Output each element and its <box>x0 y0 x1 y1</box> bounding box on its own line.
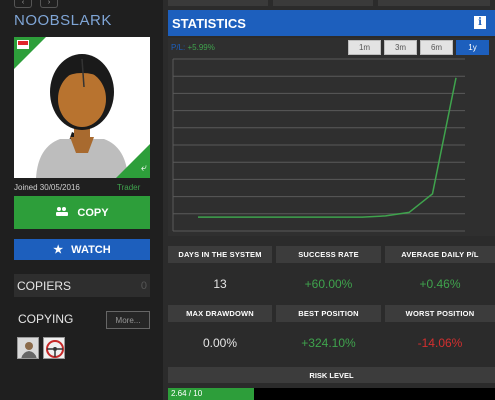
best-value: +324.10% <box>276 331 381 354</box>
risk-level-text: 2.64 / 10 <box>171 389 203 398</box>
next-trader-icon[interactable]: › <box>40 0 58 8</box>
info-icon[interactable]: i <box>474 16 486 29</box>
man-avatar-icon[interactable] <box>17 337 39 359</box>
watch-label: WATCH <box>71 243 111 256</box>
steering-wheel-icon[interactable] <box>43 337 65 359</box>
worst-header: WORST POSITION <box>385 305 495 322</box>
statistics-title: STATISTICS <box>172 15 246 31</box>
maxdd-value: 0.00% <box>168 331 272 354</box>
verified-corner <box>116 144 150 178</box>
top-tab-3[interactable] <box>378 0 490 6</box>
pl-indicator: P/L: +5.99% <box>171 43 215 52</box>
star-icon: ★ <box>53 244 64 256</box>
prev-trader-icon[interactable]: ‹ <box>14 0 32 8</box>
days-header: DAYS IN THE SYSTEM <box>168 246 272 263</box>
copy-label: COPY <box>77 206 109 219</box>
singapore-flag-icon <box>17 40 29 49</box>
range-6m[interactable]: 6m <box>420 40 453 55</box>
avg-value: +0.46% <box>385 272 495 295</box>
success-value: +60.00% <box>276 272 381 295</box>
pl-value: +5.99% <box>187 43 215 52</box>
worst-value: -14.06% <box>385 331 495 354</box>
best-header: BEST POSITION <box>276 305 381 322</box>
trader-username: NOOBSLARK <box>14 12 112 29</box>
trader-avatar: ⤶ <box>14 37 150 178</box>
range-1m[interactable]: 1m <box>348 40 381 55</box>
days-value: 13 <box>168 272 272 295</box>
copiers-label: COPIERS <box>17 278 72 293</box>
people-icon <box>55 206 69 219</box>
copy-button[interactable]: COPY <box>14 196 150 229</box>
copiers-count: 0 <box>140 279 147 292</box>
profile-nav: ‹ › <box>14 0 58 8</box>
maxdd-header: MAX DRAWDOWN <box>168 305 272 322</box>
handshake-icon: ⤶ <box>140 162 147 174</box>
pl-prefix: P/L: <box>171 43 186 52</box>
avg-header: AVERAGE DAILY P/L <box>385 246 495 263</box>
range-1y[interactable]: 1y <box>456 40 489 55</box>
trader-role: Trader <box>117 183 141 192</box>
pl-line-chart <box>172 58 465 232</box>
pl-series-line <box>198 77 457 218</box>
range-3m[interactable]: 3m <box>384 40 417 55</box>
risk-level-bar: 2.64 / 10 <box>168 388 495 400</box>
risk-level-fill <box>168 388 255 400</box>
copiers-row[interactable]: COPIERS 0 <box>14 274 150 297</box>
chart-series <box>198 77 457 218</box>
avatar-illustration <box>36 54 128 178</box>
watch-button[interactable]: ★ WATCH <box>14 239 150 260</box>
top-tab-1[interactable] <box>168 0 268 6</box>
chart-grid <box>172 58 465 232</box>
trader-profile-panel: ‹ › NOOBSLARK ⤶ Joined 30/05/2016 Trader <box>0 0 163 400</box>
success-header: SUCCESS RATE <box>276 246 381 263</box>
statistics-header: STATISTICS i <box>168 10 495 36</box>
statistics-panel: STATISTICS i P/L: +5.99% 1m 3m 6m 1y DAY… <box>163 0 495 400</box>
copying-label: COPYING <box>18 312 74 326</box>
more-button[interactable]: More... <box>106 311 150 329</box>
risk-level-header: RISK LEVEL <box>168 367 495 383</box>
top-tab-2[interactable] <box>273 0 373 6</box>
chart-area <box>168 38 495 236</box>
joined-date: Joined 30/05/2016 <box>14 183 80 192</box>
